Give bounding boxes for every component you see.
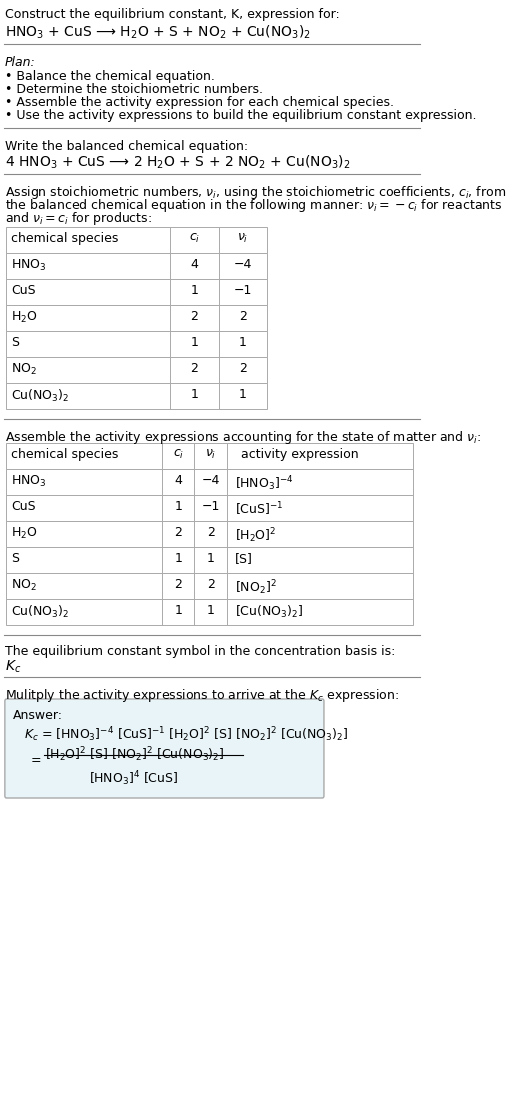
Text: Assign stoichiometric numbers, $\nu_i$, using the stoichiometric coefficients, $: Assign stoichiometric numbers, $\nu_i$, … bbox=[5, 184, 506, 201]
Bar bbox=[6, 599, 413, 625]
Text: 2: 2 bbox=[206, 525, 214, 539]
Text: Cu(NO$_3$)$_2$: Cu(NO$_3$)$_2$ bbox=[12, 388, 70, 404]
Text: [NO$_2$]$^2$: [NO$_2$]$^2$ bbox=[235, 578, 277, 597]
Text: Mulitply the activity expressions to arrive at the $K_c$ expression:: Mulitply the activity expressions to arr… bbox=[5, 687, 399, 704]
Text: 1: 1 bbox=[239, 388, 247, 402]
Text: 1: 1 bbox=[190, 336, 198, 349]
Text: H$_2$O: H$_2$O bbox=[12, 310, 38, 325]
Bar bbox=[6, 253, 267, 279]
Text: 1: 1 bbox=[190, 284, 198, 297]
Text: 2: 2 bbox=[190, 362, 198, 375]
Text: chemical species: chemical species bbox=[12, 231, 119, 245]
Text: 1: 1 bbox=[206, 552, 214, 565]
Bar bbox=[6, 547, 413, 573]
Text: NO$_2$: NO$_2$ bbox=[12, 362, 37, 377]
Text: S: S bbox=[12, 336, 19, 349]
Text: • Balance the chemical equation.: • Balance the chemical equation. bbox=[5, 70, 215, 83]
Text: HNO$_3$: HNO$_3$ bbox=[12, 258, 47, 273]
Bar bbox=[6, 227, 267, 253]
Text: −1: −1 bbox=[234, 284, 252, 297]
Text: CuS: CuS bbox=[12, 500, 36, 513]
Text: 4 HNO$_3$ + CuS ⟶ 2 H$_2$O + S + 2 NO$_2$ + Cu(NO$_3$)$_2$: 4 HNO$_3$ + CuS ⟶ 2 H$_2$O + S + 2 NO$_2… bbox=[5, 154, 351, 171]
Text: chemical species: chemical species bbox=[12, 448, 119, 461]
Text: $\nu_i$: $\nu_i$ bbox=[205, 448, 216, 461]
Text: Answer:: Answer: bbox=[13, 709, 63, 722]
Text: 2: 2 bbox=[174, 578, 182, 591]
Text: NO$_2$: NO$_2$ bbox=[12, 578, 37, 593]
Text: and $\nu_i = c_i$ for products:: and $\nu_i = c_i$ for products: bbox=[5, 210, 152, 227]
Text: [HNO$_3$]$^{-4}$: [HNO$_3$]$^{-4}$ bbox=[235, 474, 293, 493]
Text: the balanced chemical equation in the following manner: $\nu_i = -c_i$ for react: the balanced chemical equation in the fo… bbox=[5, 197, 503, 214]
Text: [H$_2$O]$^2$ [S] [NO$_2$]$^2$ [Cu(NO$_3$)$_2$]: [H$_2$O]$^2$ [S] [NO$_2$]$^2$ [Cu(NO$_3$… bbox=[45, 745, 224, 764]
Text: $K_c$ = [HNO$_3$]$^{-4}$ [CuS]$^{-1}$ [H$_2$O]$^2$ [S] [NO$_2$]$^2$ [Cu(NO$_3$)$: $K_c$ = [HNO$_3$]$^{-4}$ [CuS]$^{-1}$ [H… bbox=[24, 725, 349, 744]
Text: [H$_2$O]$^2$: [H$_2$O]$^2$ bbox=[235, 525, 276, 545]
Text: =: = bbox=[31, 754, 41, 767]
Text: 2: 2 bbox=[239, 362, 247, 375]
Text: [S]: [S] bbox=[235, 552, 253, 565]
Text: [HNO$_3$]$^4$ [CuS]: [HNO$_3$]$^4$ [CuS] bbox=[89, 769, 178, 788]
Text: $c_i$: $c_i$ bbox=[172, 448, 184, 461]
Text: 1: 1 bbox=[174, 500, 182, 513]
Text: [Cu(NO$_3$)$_2$]: [Cu(NO$_3$)$_2$] bbox=[235, 604, 303, 620]
Text: $K_c$: $K_c$ bbox=[5, 659, 21, 676]
Bar bbox=[6, 279, 267, 305]
Text: −1: −1 bbox=[201, 500, 220, 513]
Bar bbox=[6, 357, 267, 383]
Text: Cu(NO$_3$)$_2$: Cu(NO$_3$)$_2$ bbox=[12, 604, 70, 620]
Text: CuS: CuS bbox=[12, 284, 36, 297]
Text: −4: −4 bbox=[201, 474, 220, 487]
Text: Write the balanced chemical equation:: Write the balanced chemical equation: bbox=[5, 140, 248, 152]
FancyBboxPatch shape bbox=[5, 699, 324, 798]
Text: S: S bbox=[12, 552, 19, 565]
Text: The equilibrium constant symbol in the concentration basis is:: The equilibrium constant symbol in the c… bbox=[5, 645, 395, 658]
Text: 1: 1 bbox=[174, 552, 182, 565]
Text: 1: 1 bbox=[174, 604, 182, 617]
Text: 4: 4 bbox=[174, 474, 182, 487]
Text: 2: 2 bbox=[190, 310, 198, 323]
Bar bbox=[6, 470, 413, 495]
Text: 4: 4 bbox=[190, 258, 198, 271]
Text: H$_2$O: H$_2$O bbox=[12, 525, 38, 541]
Bar bbox=[6, 383, 267, 409]
Text: • Determine the stoichiometric numbers.: • Determine the stoichiometric numbers. bbox=[5, 83, 263, 97]
Text: Assemble the activity expressions accounting for the state of matter and $\nu_i$: Assemble the activity expressions accoun… bbox=[5, 429, 481, 446]
Text: Plan:: Plan: bbox=[5, 56, 36, 69]
Bar bbox=[6, 573, 413, 599]
Bar bbox=[6, 331, 267, 357]
Bar bbox=[6, 443, 413, 470]
Text: 1: 1 bbox=[190, 388, 198, 402]
Text: $\nu_i$: $\nu_i$ bbox=[237, 231, 249, 245]
Text: 1: 1 bbox=[239, 336, 247, 349]
Bar bbox=[6, 495, 413, 521]
Text: • Assemble the activity expression for each chemical species.: • Assemble the activity expression for e… bbox=[5, 97, 394, 109]
Text: Construct the equilibrium constant, K, expression for:: Construct the equilibrium constant, K, e… bbox=[5, 8, 340, 21]
Text: activity expression: activity expression bbox=[241, 448, 358, 461]
Text: 1: 1 bbox=[206, 604, 214, 617]
Text: [CuS]$^{-1}$: [CuS]$^{-1}$ bbox=[235, 500, 283, 518]
Bar bbox=[6, 305, 267, 331]
Text: HNO$_3$ + CuS ⟶ H$_2$O + S + NO$_2$ + Cu(NO$_3$)$_2$: HNO$_3$ + CuS ⟶ H$_2$O + S + NO$_2$ + Cu… bbox=[5, 24, 311, 42]
Text: −4: −4 bbox=[234, 258, 252, 271]
Text: HNO$_3$: HNO$_3$ bbox=[12, 474, 47, 489]
Bar bbox=[6, 521, 413, 547]
Text: $c_i$: $c_i$ bbox=[189, 231, 200, 245]
Text: 2: 2 bbox=[206, 578, 214, 591]
Text: • Use the activity expressions to build the equilibrium constant expression.: • Use the activity expressions to build … bbox=[5, 109, 476, 122]
Text: 2: 2 bbox=[239, 310, 247, 323]
Text: 2: 2 bbox=[174, 525, 182, 539]
